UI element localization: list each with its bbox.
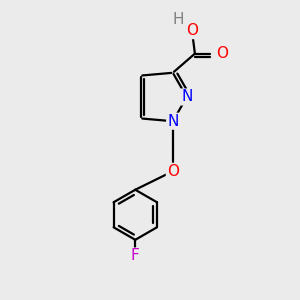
Text: H: H [173, 12, 184, 27]
Text: N: N [167, 114, 178, 129]
Text: O: O [186, 23, 198, 38]
Text: O: O [167, 164, 179, 179]
Text: O: O [217, 46, 229, 61]
Text: N: N [181, 89, 193, 104]
Text: F: F [131, 248, 140, 263]
